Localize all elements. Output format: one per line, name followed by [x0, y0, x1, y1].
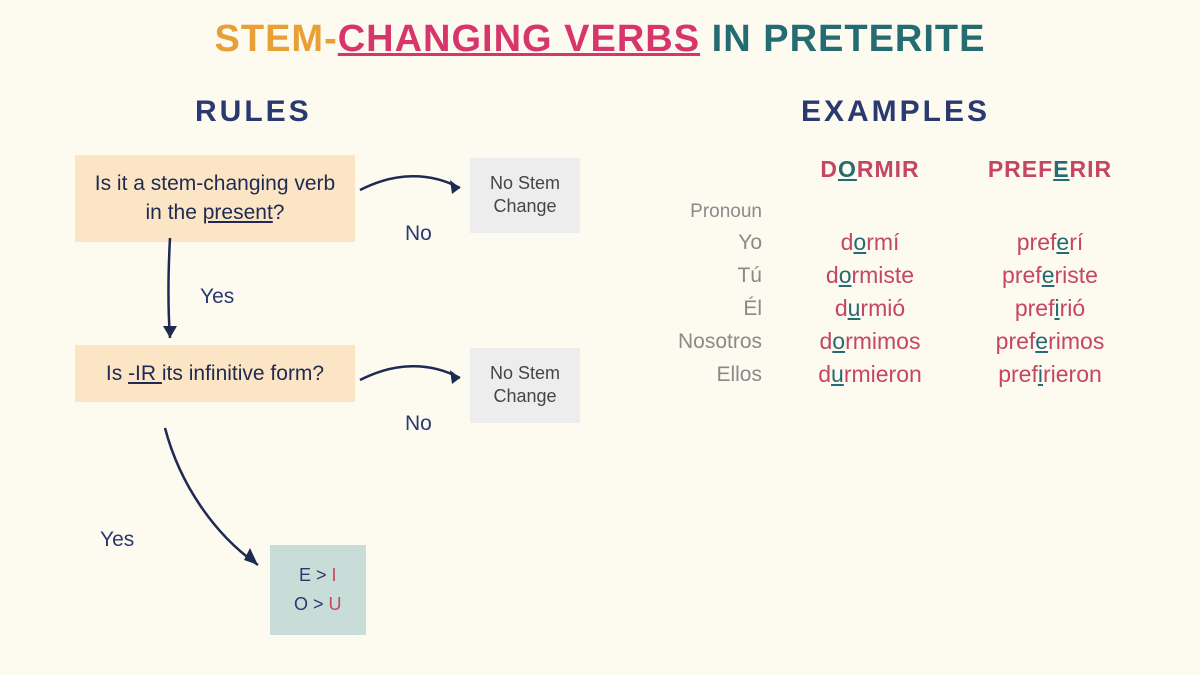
verb-prefix: pref	[1002, 262, 1042, 288]
q2-pre: Is	[106, 362, 128, 385]
verb-prefix: d	[835, 295, 848, 321]
v2h-u: E	[1053, 156, 1069, 182]
verb-cell: dormimos	[780, 328, 960, 355]
verb-cell: prefirió	[960, 295, 1140, 322]
no-label-1: No	[405, 222, 432, 246]
q2-underline: -IR	[128, 362, 162, 385]
result-i: I	[332, 565, 337, 585]
pronoun-cell: Yo	[620, 231, 780, 255]
verb-suffix: rmió	[860, 295, 905, 321]
verb-prefix: pref	[1017, 229, 1057, 255]
no-stem-box-2: No Stem Change	[470, 348, 580, 423]
result-line-2: O > U	[294, 590, 342, 619]
verb-stem-vowel: o	[853, 229, 866, 255]
result-sep2: >	[308, 594, 329, 614]
result-o: O	[294, 594, 308, 614]
verb-suffix: riste	[1054, 262, 1097, 288]
no-stem-box-1: No Stem Change	[470, 158, 580, 233]
yes-label-1: Yes	[200, 285, 234, 309]
question-box-1: Is it a stem-changing verb in the presen…	[75, 155, 355, 242]
title-part3: IN PRETERITE	[700, 18, 985, 60]
v1h-a: D	[820, 156, 838, 182]
result-box: E > I O > U	[270, 545, 366, 635]
verb-stem-vowel: u	[831, 361, 844, 387]
verb-suffix: rimos	[1048, 328, 1104, 354]
pronoun-cell: Él	[620, 297, 780, 321]
verb-cell: durmieron	[780, 361, 960, 388]
verb-cell: preferiste	[960, 262, 1140, 289]
verb-cell: dormiste	[780, 262, 960, 289]
question-box-2: Is -IR its infinitive form?	[75, 345, 355, 402]
table-row: Ellosdurmieronprefirieron	[620, 361, 1160, 388]
table-row: Yodormípreferí	[620, 229, 1160, 256]
verb-prefix: d	[818, 361, 831, 387]
q2-post: its infinitive form?	[162, 362, 324, 385]
verb-suffix: rió	[1060, 295, 1086, 321]
yes-label-2: Yes	[100, 528, 134, 552]
verb-suffix: rmiste	[851, 262, 914, 288]
examples-heading: EXAMPLES	[801, 95, 990, 129]
title-part1: STEM-	[215, 18, 338, 60]
examples-table: DORMIR PREFERIR Pronoun YodormípreferíTú…	[620, 150, 1160, 394]
q1-underline: present	[203, 201, 273, 224]
verb-stem-vowel: u	[848, 295, 861, 321]
verb-prefix: d	[841, 229, 854, 255]
verb-cell: preferí	[960, 229, 1140, 256]
conjugation-rows: YodormípreferíTúdormistepreferisteÉldurm…	[620, 229, 1160, 388]
result-e: E	[299, 565, 311, 585]
pronoun-cell: Nosotros	[620, 330, 780, 354]
verb-stem-vowel: o	[839, 262, 852, 288]
pronoun-header-row: Pronoun	[620, 201, 1160, 223]
verb-cell: dormí	[780, 229, 960, 256]
verb-prefix: pref	[996, 328, 1036, 354]
table-row: Túdormistepreferiste	[620, 262, 1160, 289]
table-row: Nosotrosdormimospreferimos	[620, 328, 1160, 355]
title-part2: CHANGING VERBS	[338, 18, 700, 60]
verb-prefix: d	[820, 328, 833, 354]
result-sep1: >	[311, 565, 332, 585]
verb-suffix: rmieron	[844, 361, 922, 387]
verb-suffix: rieron	[1043, 361, 1102, 387]
verb2-header: PREFERIR	[960, 156, 1140, 183]
table-row: Éldurmióprefirió	[620, 295, 1160, 322]
verb-cell: prefirieron	[960, 361, 1140, 388]
main-title: STEM-CHANGING VERBS IN PRETERITE	[0, 0, 1200, 61]
v2h-b: RIR	[1070, 156, 1113, 182]
rules-heading: RULES	[195, 95, 312, 129]
verb-cell: durmió	[780, 295, 960, 322]
verb-cell: preferimos	[960, 328, 1140, 355]
verb-stem-vowel: e	[1035, 328, 1048, 354]
verb-prefix: d	[826, 262, 839, 288]
verb-stem-vowel: e	[1042, 262, 1055, 288]
verb-prefix: pref	[998, 361, 1038, 387]
no-label-2: No	[405, 412, 432, 436]
v2h-a: PREF	[988, 156, 1053, 182]
v1h-b: RMIR	[857, 156, 920, 182]
verb-stem-vowel: o	[832, 328, 845, 354]
result-u: U	[329, 594, 342, 614]
pronoun-cell: Tú	[620, 264, 780, 288]
verb-prefix: pref	[1015, 295, 1055, 321]
pronoun-cell: Ellos	[620, 363, 780, 387]
q1-post: ?	[273, 201, 285, 224]
v1h-u: O	[838, 156, 857, 182]
verb-suffix: rmimos	[845, 328, 920, 354]
verb-stem-vowel: e	[1056, 229, 1069, 255]
verb-suffix: rí	[1069, 229, 1083, 255]
verb-suffix: rmí	[866, 229, 899, 255]
result-line-1: E > I	[294, 561, 342, 590]
verb1-header: DORMIR	[780, 156, 960, 183]
pronoun-header: Pronoun	[620, 201, 780, 223]
examples-header-row: DORMIR PREFERIR	[620, 156, 1160, 183]
